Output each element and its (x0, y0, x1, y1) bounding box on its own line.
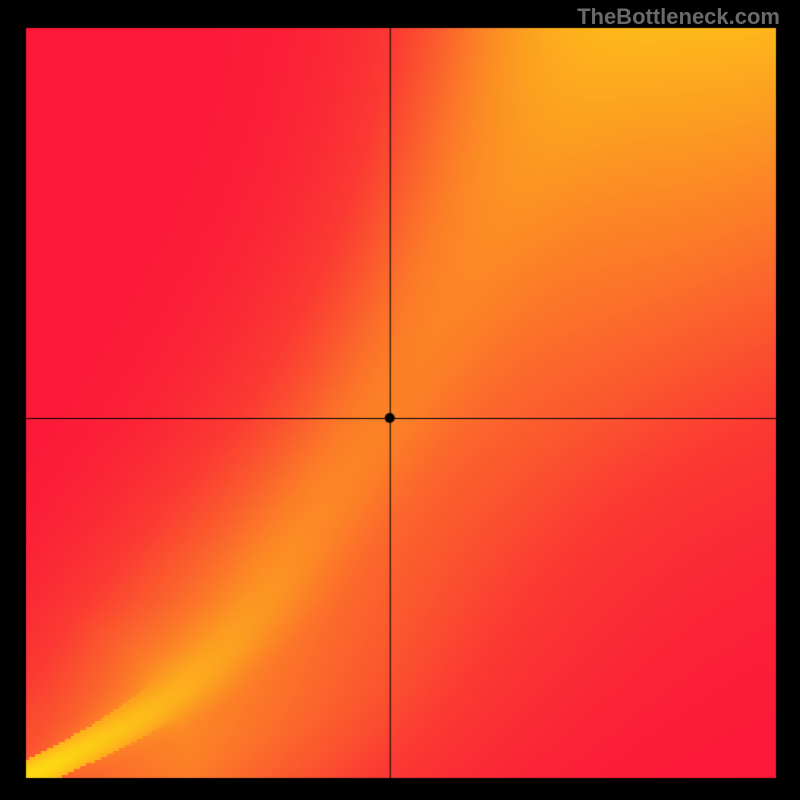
heatmap-canvas (0, 0, 800, 800)
watermark-text: TheBottleneck.com (577, 4, 780, 30)
chart-root: TheBottleneck.com (0, 0, 800, 800)
